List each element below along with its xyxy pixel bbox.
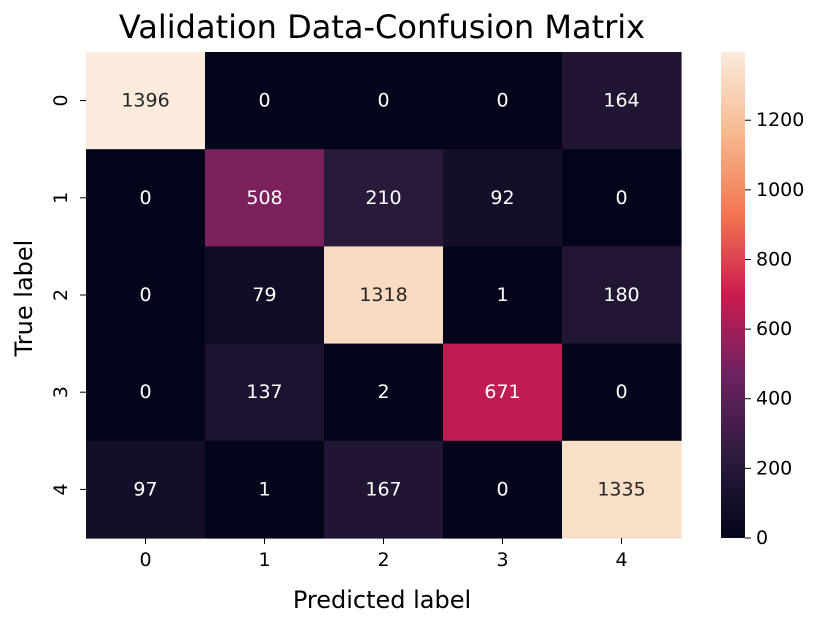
y-tick-label: 1 bbox=[50, 192, 72, 204]
heatmap-cell-r1-c2 bbox=[324, 149, 444, 247]
x-tick-label: 3 bbox=[496, 549, 508, 571]
cell-value-label: 0 bbox=[496, 478, 508, 500]
colorbar-tick-label: 800 bbox=[756, 248, 792, 270]
cell-value-label: 0 bbox=[615, 381, 627, 403]
heatmap-cell-r0-c4 bbox=[562, 52, 682, 150]
cell-value-label: 0 bbox=[496, 90, 508, 112]
x-tick-label: 4 bbox=[615, 549, 627, 571]
heatmap-cell-r3-c0 bbox=[86, 343, 206, 442]
cell-value-label: 1335 bbox=[597, 478, 645, 500]
colorbar: 0 200 400 600 800 1000 1200 bbox=[721, 52, 804, 549]
cell-value-label: 2 bbox=[377, 381, 389, 403]
cell-value-label: 1318 bbox=[359, 284, 407, 306]
cell-value-label: 1396 bbox=[121, 90, 169, 112]
cell-value-label: 97 bbox=[133, 478, 157, 500]
heatmap-cell-r1-c0 bbox=[86, 149, 206, 247]
heatmap-cell-r2-c4 bbox=[562, 246, 682, 345]
cell-value-label: 92 bbox=[490, 187, 514, 209]
colorbar-tick-label: 400 bbox=[756, 388, 792, 410]
heatmap-cell-r4-c3 bbox=[443, 440, 563, 539]
x-tick-label: 2 bbox=[377, 549, 389, 571]
cell-value-label: 1 bbox=[258, 478, 270, 500]
y-tick-label: 4 bbox=[50, 483, 72, 495]
x-axis-ticks: 0 1 2 3 4 bbox=[139, 538, 628, 571]
cell-value-label: 508 bbox=[246, 187, 282, 209]
heatmap-cell-r3-c3 bbox=[443, 343, 563, 442]
cell-value-label: 0 bbox=[258, 90, 270, 112]
cell-value-label: 180 bbox=[603, 284, 639, 306]
heatmap-cell-r2-c3 bbox=[443, 246, 563, 345]
heatmap-cell-r0-c2 bbox=[324, 52, 444, 150]
heatmap-cell-r2-c0 bbox=[86, 246, 206, 345]
heatmap-cell-r4-c1 bbox=[205, 440, 325, 539]
colorbar-tick-label: 1000 bbox=[756, 179, 804, 201]
heatmap-cell-r0-c3 bbox=[443, 52, 563, 150]
heatmap-cell-r1-c4 bbox=[562, 149, 682, 247]
x-axis-label: Predicted label bbox=[293, 586, 471, 614]
y-tick-label: 3 bbox=[50, 386, 72, 398]
heatmap-cell-r0-c1 bbox=[205, 52, 325, 150]
chart-title: Validation Data-Confusion Matrix bbox=[119, 8, 645, 46]
cell-value-label: 167 bbox=[365, 478, 401, 500]
heatmap-cell-r4-c2 bbox=[324, 440, 444, 539]
y-axis-ticks: 0 1 2 3 4 bbox=[50, 95, 86, 495]
cell-value-label: 0 bbox=[139, 381, 151, 403]
heatmap-cells: 1396 0 0 0 164 0 508 210 92 0 0 79 1318 1 180 0 137 2 671 0… bbox=[86, 52, 682, 539]
heatmap-cell-r3-c2 bbox=[324, 343, 444, 442]
cell-value-label: 0 bbox=[139, 284, 151, 306]
y-tick-label: 2 bbox=[50, 289, 72, 301]
colorbar-tick-label: 0 bbox=[756, 527, 768, 549]
heatmap-cell-r0-c0 bbox=[86, 52, 206, 150]
colorbar-tick-label: 1200 bbox=[756, 109, 804, 131]
cell-value-label: 0 bbox=[615, 187, 627, 209]
heatmap-cell-r1-c3 bbox=[443, 149, 563, 247]
cell-value-label: 164 bbox=[603, 90, 639, 112]
colorbar-gradient bbox=[721, 52, 745, 538]
y-axis-label: True label bbox=[10, 240, 38, 358]
cell-value-label: 0 bbox=[377, 90, 389, 112]
heatmap-cell-r1-c1 bbox=[205, 149, 325, 247]
heatmap-cell-r3-c4 bbox=[562, 343, 682, 442]
y-tick-label: 0 bbox=[50, 95, 72, 107]
cell-value-label: 210 bbox=[365, 187, 401, 209]
cell-value-label: 137 bbox=[246, 381, 282, 403]
x-tick-label: 1 bbox=[258, 549, 270, 571]
heatmap-cell-r4-c0 bbox=[86, 440, 206, 539]
cell-value-label: 671 bbox=[484, 381, 520, 403]
heatmap-cell-r2-c1 bbox=[205, 246, 325, 345]
colorbar-tick-label: 200 bbox=[756, 457, 792, 479]
cell-value-label: 1 bbox=[496, 284, 508, 306]
heatmap-cell-r4-c4 bbox=[562, 440, 682, 539]
heatmap-cell-r3-c1 bbox=[205, 343, 325, 442]
heatmap-cell-r2-c2 bbox=[324, 246, 444, 345]
cell-value-label: 0 bbox=[139, 187, 151, 209]
colorbar-tick-label: 600 bbox=[756, 318, 792, 340]
cell-value-label: 79 bbox=[252, 284, 276, 306]
x-tick-label: 0 bbox=[139, 549, 151, 571]
